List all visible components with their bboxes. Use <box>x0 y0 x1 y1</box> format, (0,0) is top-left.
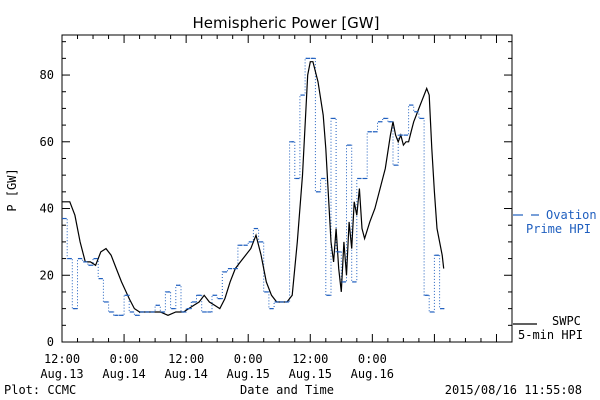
series-swpc-5min-hpi <box>62 61 445 316</box>
y-tick-label: 40 <box>40 202 54 216</box>
x-tick-label-date: Aug.15 <box>289 367 332 381</box>
x-axis-label: Date and Time <box>240 383 334 397</box>
legend: Ovation Prime HPI SWPC 5-min HPI <box>513 208 597 342</box>
x-tick-label-date: Aug.14 <box>102 367 145 381</box>
series-ovation-prime-hpi <box>62 57 445 316</box>
x-tick-label-date: Aug.16 <box>351 367 394 381</box>
x-tick-label-date: Aug.13 <box>40 367 83 381</box>
y-tick-label: 0 <box>47 335 54 349</box>
x-tick-label-time: 12:00 <box>168 352 204 366</box>
x-tick-label-time: 12:00 <box>292 352 328 366</box>
y-axis-ticks: 0 20 40 60 80 <box>40 41 512 349</box>
footer-plot-credit: Plot: CCMC <box>4 383 76 397</box>
plot-frame <box>61 34 513 343</box>
footer-timestamp: 2015/08/16 11:55:08 <box>445 383 582 397</box>
legend-ovation-label-1: Ovation <box>546 208 597 222</box>
x-tick-label-time: 0:00 <box>110 352 139 366</box>
x-tick-label-time: 0:00 <box>234 352 263 366</box>
x-tick-label-date: Aug.14 <box>164 367 207 381</box>
legend-swpc-label-1: SWPC <box>552 314 581 328</box>
y-axis-label: P [GW] <box>5 168 19 211</box>
x-tick-label-date: Aug.15 <box>227 367 270 381</box>
legend-ovation-label-2: Prime HPI <box>526 222 591 236</box>
x-axis-ticks: 12:00Aug.130:00Aug.1412:00Aug.140:00Aug.… <box>40 35 513 381</box>
chart-title: Hemispheric Power [GW] <box>193 14 380 32</box>
y-tick-label: 20 <box>40 268 54 282</box>
y-tick-label: 60 <box>40 135 54 149</box>
y-tick-label: 80 <box>40 68 54 82</box>
x-tick-label-time: 12:00 <box>44 352 80 366</box>
legend-swpc-label-2: 5-min HPI <box>518 328 583 342</box>
x-tick-label-time: 0:00 <box>358 352 387 366</box>
